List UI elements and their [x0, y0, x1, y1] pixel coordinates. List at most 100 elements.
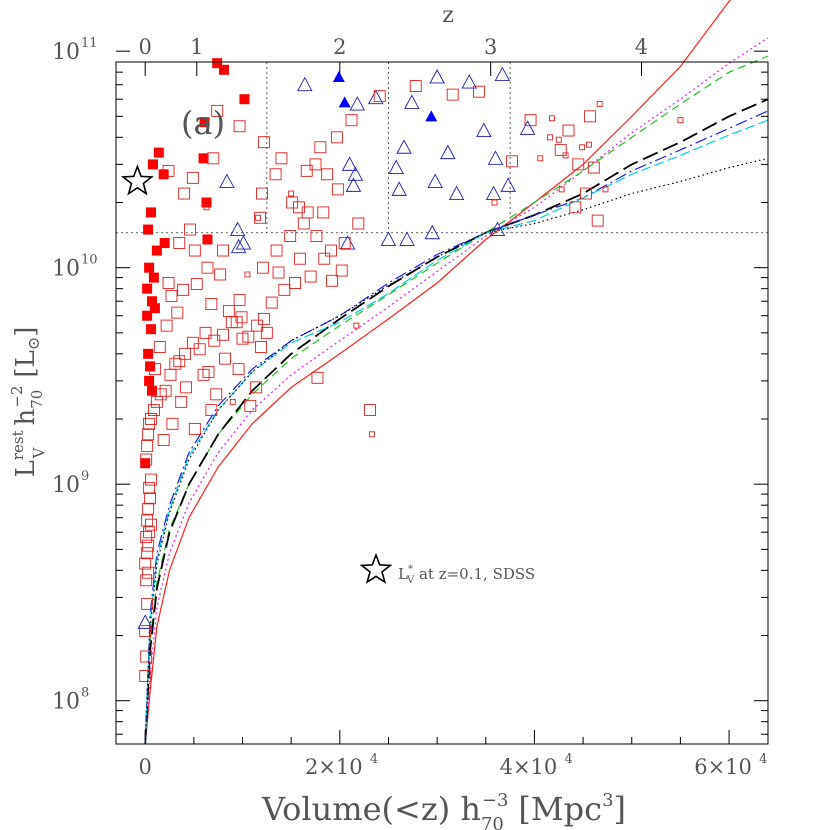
- open-square-point: [583, 110, 596, 123]
- open-square-point: [352, 217, 365, 230]
- x-axis-title-sup: −3: [482, 790, 509, 811]
- small-open-square-point: [585, 141, 592, 148]
- open-square-point: [154, 388, 167, 401]
- x-tick-label-sup: 4: [759, 752, 767, 767]
- open-triangle-point: [341, 156, 358, 171]
- legend-star-sub: V: [406, 575, 415, 586]
- open-triangle-point: [219, 173, 235, 188]
- y-axis-title-main: L: [11, 460, 41, 477]
- y-tick-label-sup: 11: [81, 36, 98, 51]
- open-square-point: [260, 326, 273, 339]
- x-tick-label-sup: 4: [370, 752, 378, 767]
- y-tick-label: 10: [52, 473, 80, 498]
- open-square-point: [311, 371, 324, 384]
- open-square-point: [506, 155, 519, 168]
- open-triangle-point: [489, 221, 506, 237]
- open-square-point: [236, 332, 249, 345]
- open-square-point: [193, 343, 206, 356]
- x-tick-label: 4×10: [500, 755, 558, 779]
- open-triangle-point: [429, 69, 445, 84]
- open-square-point: [473, 85, 485, 98]
- open-square-point: [244, 399, 257, 412]
- open-square-point: [297, 217, 310, 230]
- y-tick-label: 10: [52, 40, 80, 65]
- top-axis-label: z: [442, 3, 454, 28]
- open-square-point: [255, 341, 267, 353]
- curve-dashed-cyan: [144, 119, 769, 745]
- open-square-point: [554, 143, 567, 156]
- filled-triangle-point: [425, 110, 438, 122]
- filled-square-point: [151, 245, 162, 256]
- open-square-point: [569, 201, 582, 214]
- filled-square-point: [159, 238, 170, 249]
- filled-square-point: [212, 58, 223, 69]
- x-axis-title-sub: 70: [481, 814, 504, 830]
- open-square-point: [143, 526, 156, 539]
- x-tick-label: 6×10: [694, 755, 752, 779]
- filled-square-point: [219, 64, 230, 75]
- open-square-point: [286, 196, 299, 209]
- open-square-point: [265, 296, 278, 309]
- top-z-tick-label: 1: [190, 35, 203, 59]
- open-square-point: [233, 120, 246, 133]
- open-square-point: [162, 277, 175, 289]
- open-square-point: [580, 187, 592, 200]
- open-square-point: [197, 368, 210, 381]
- open-square-point: [202, 365, 215, 378]
- open-square-point: [150, 395, 163, 408]
- x-axis-title-unit-end: ]: [614, 790, 626, 828]
- filled-square-point: [144, 262, 155, 273]
- open-triangle-point: [427, 173, 443, 188]
- open-square-point: [148, 404, 160, 417]
- open-square-point: [142, 502, 155, 515]
- filled-triangle-point: [332, 70, 345, 82]
- filled-square-point: [201, 197, 212, 208]
- open-square-point: [331, 183, 344, 196]
- open-triangle-point: [500, 177, 516, 192]
- open-square-point: [345, 114, 358, 127]
- open-square-point: [251, 319, 264, 332]
- small-open-square-point: [288, 190, 295, 197]
- y-axis-title: Lrest Vh70−2 [L⊙]: [8, 327, 48, 478]
- open-square-point: [188, 244, 201, 257]
- open-triangle-point: [391, 181, 407, 196]
- top-z-tick-label: 0: [139, 35, 152, 59]
- open-square-point: [275, 152, 288, 165]
- y-tick-label: 10: [52, 257, 80, 282]
- small-open-square-point: [537, 155, 544, 162]
- open-square-point: [300, 164, 313, 177]
- open-square-point: [186, 171, 199, 184]
- open-square-point: [318, 252, 331, 265]
- open-triangle-point: [396, 139, 412, 154]
- curve-dashdot-blue: [144, 110, 769, 745]
- open-square-point: [140, 650, 153, 663]
- reference-star-marker: [120, 164, 154, 196]
- open-square-point: [254, 211, 266, 224]
- open-square-point: [214, 268, 227, 281]
- filled-square-point: [149, 303, 160, 314]
- y-axis-title-sup: rest: [9, 430, 27, 460]
- open-square-point: [142, 539, 155, 552]
- open-triangle-point: [339, 235, 356, 250]
- filled-square-point: [158, 169, 169, 180]
- open-square-point: [309, 158, 322, 171]
- open-square-point: [140, 453, 153, 466]
- small-open-square-point: [353, 322, 360, 329]
- open-square-point: [278, 283, 291, 296]
- filled-square-point: [147, 296, 158, 307]
- open-square-point: [148, 363, 161, 376]
- open-square-point: [145, 473, 157, 486]
- open-triangle-point: [485, 185, 502, 200]
- filled-square-point: [199, 117, 210, 128]
- x-axis-title-unit: [Mpc: [518, 790, 602, 828]
- open-square-point: [314, 141, 327, 154]
- open-square-point: [180, 381, 193, 394]
- open-triangle-point: [297, 76, 313, 92]
- y-tick-label-sup: 8: [81, 686, 89, 701]
- open-triangle-point: [448, 185, 465, 200]
- y-axis-title-h-sup: −2: [8, 386, 26, 408]
- filled-square-point: [239, 94, 250, 105]
- open-square-point: [199, 326, 212, 339]
- open-square-point: [143, 482, 156, 494]
- open-triangle-point: [347, 166, 364, 181]
